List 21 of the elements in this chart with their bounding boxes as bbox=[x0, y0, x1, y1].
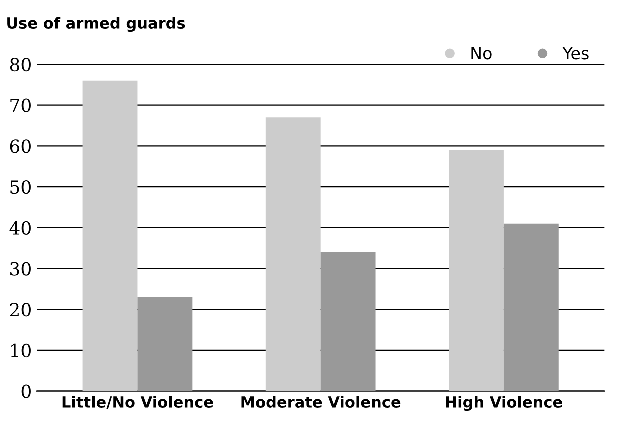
y-tick-label: 50 bbox=[10, 180, 31, 194]
y-tick-label: 20 bbox=[10, 303, 31, 317]
legend-label: No bbox=[472, 47, 492, 60]
y-tick-label: 60 bbox=[10, 140, 31, 154]
x-tick-label: Moderate Violence bbox=[242, 396, 401, 408]
bar bbox=[449, 150, 504, 392]
x-tick-label: High Violence bbox=[446, 396, 562, 412]
y-tick-label: 10 bbox=[11, 344, 31, 358]
bar bbox=[138, 297, 193, 392]
y-tick-label: 30 bbox=[10, 262, 31, 276]
bar bbox=[266, 118, 321, 392]
chart-title: Use of armed guards bbox=[8, 17, 186, 32]
bar bbox=[82, 80, 138, 392]
bar bbox=[504, 224, 559, 392]
y-tick-label: 0 bbox=[22, 384, 31, 398]
x-tick-label: Little/No Violence bbox=[62, 396, 214, 410]
y-tick-label: 40 bbox=[10, 221, 31, 236]
y-tick-label: 80 bbox=[10, 58, 31, 72]
legend-label: Yes bbox=[562, 47, 589, 60]
bar bbox=[320, 252, 376, 392]
y-tick-label: 70 bbox=[10, 98, 31, 112]
